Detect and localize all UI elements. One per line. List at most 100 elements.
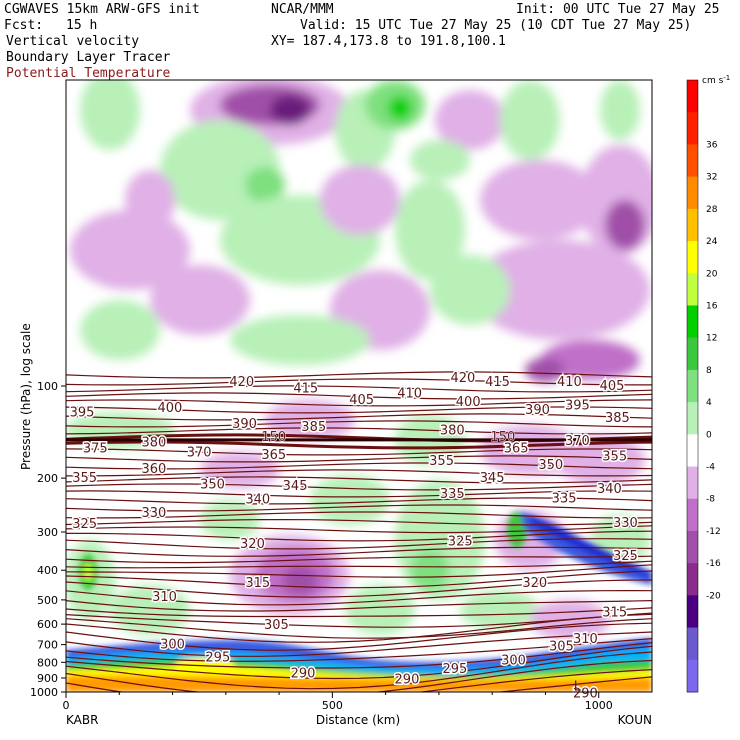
theta-label: 315 [602, 606, 627, 621]
init-time: Init: 00 UTC Tue 27 May 25 [516, 2, 720, 17]
theta-contour-line [66, 371, 652, 379]
theta-label: 335 [440, 487, 465, 502]
theta-label: 320 [240, 537, 265, 552]
x-tick-label: 500 [322, 699, 343, 712]
y-tick-label: 400 [37, 564, 58, 577]
y-tick-label: 600 [37, 618, 58, 631]
theta-contour-line [66, 413, 652, 421]
theta-label: 385 [605, 411, 630, 426]
y-tick-label: 100 [37, 380, 58, 393]
theta-contour-line [66, 622, 652, 651]
theta-contour-line [66, 538, 652, 550]
potential-temperature-contours [66, 371, 652, 692]
theta-label: 385 [301, 420, 326, 435]
colorbar-swatch [687, 563, 698, 596]
colorbar-swatch [687, 80, 698, 113]
theta-contour-line [66, 440, 652, 450]
y-tick-label: 500 [37, 594, 58, 607]
theta-label: 390 [232, 417, 257, 432]
theta-contour-line [66, 530, 652, 542]
theta-label: 375 [83, 441, 108, 456]
theta-label: 295 [205, 650, 230, 665]
theta-label: 325 [72, 517, 97, 532]
theta-label: 365 [504, 441, 529, 456]
colorbar-tick-label: 4 [706, 398, 712, 408]
colorbar-tick-label: -8 [706, 495, 715, 505]
org-label: NCAR/MMM [271, 2, 334, 17]
theta-label: 355 [602, 450, 627, 465]
colorbar-swatch [687, 595, 698, 629]
colorbar-tick-label: -16 [706, 559, 721, 569]
theta-contour-line [66, 642, 652, 669]
theta-contour-line [66, 607, 652, 618]
theta-label: 300 [501, 654, 526, 669]
theta-label: 415 [293, 382, 318, 397]
theta-label: 410 [397, 387, 422, 402]
colorbar-tick-label: 24 [706, 237, 718, 247]
colorbar-swatch [687, 530, 698, 564]
theta-contour-line [66, 469, 652, 477]
theta-contour-line [66, 448, 652, 456]
theta-contour-line [66, 490, 652, 498]
colorbar-tick-label: -20 [706, 591, 721, 601]
colorbar-swatch [687, 402, 698, 435]
colorbar-swatch [687, 659, 698, 693]
theta-label: 345 [480, 471, 505, 486]
theta-contour-line [66, 638, 652, 662]
theta-label: 370 [565, 434, 590, 449]
y-tick-label: 900 [37, 672, 58, 685]
theta-label: 310 [573, 632, 598, 647]
theta-label: 320 [522, 576, 547, 591]
theta-label: 345 [283, 479, 308, 494]
y-tick-label: 200 [37, 472, 58, 485]
theta-contour-line [66, 613, 652, 643]
x-tick-label: 0 [63, 699, 70, 712]
field-vertical-velocity: Vertical velocity [6, 34, 140, 49]
colorbar-tick-label: 12 [706, 334, 717, 344]
theta-contour-line [66, 600, 652, 612]
y-tick-label: 1000 [30, 686, 58, 699]
theta-contour-line [66, 476, 652, 484]
theta-label: 340 [597, 482, 622, 497]
theta-label: 335 [552, 491, 577, 506]
theta-label: 370 [187, 446, 212, 461]
theta-contour-line [66, 511, 652, 519]
colorbar: 36 32 28 24 20 16 12 8 4 0 -4 -8 -12 -16 -20 [686, 79, 721, 693]
y-tick-label: 300 [37, 526, 58, 539]
theta-label: 330 [613, 516, 638, 531]
y-tick-label: 700 [37, 639, 58, 652]
colorbar-swatch [687, 369, 698, 403]
theta-contour-line [66, 525, 652, 534]
theta-label: 420 [229, 375, 254, 390]
colorbar-tick-label: 36 [706, 140, 718, 150]
theta-contour-line [66, 420, 652, 428]
theta-contour-line [66, 497, 652, 505]
colorbar-swatch [687, 144, 698, 178]
theta-label: 395 [565, 399, 590, 414]
y-axis-label: Pressure (hPa), log scale [19, 323, 33, 470]
theta-label: 415 [485, 375, 510, 390]
colorbar-swatch [687, 337, 698, 371]
theta-label: 420 [450, 371, 475, 386]
theta-label: 380 [141, 436, 166, 451]
theta-label: 405 [600, 379, 625, 394]
theta-contour-line [66, 546, 652, 557]
theta-contour-line [66, 427, 652, 435]
theta-contour-line [66, 589, 652, 606]
y-tick-label: 800 [37, 656, 58, 669]
forecast-label: Fcst: [4, 18, 44, 33]
theta-label: 400 [456, 395, 481, 410]
colorbar-swatch [687, 273, 698, 306]
forecast-hour: 15 h [66, 18, 98, 33]
vertical-velocity-field [66, 80, 652, 692]
model-title: CGWAVES 15km ARW-GFS init [4, 2, 200, 17]
colorbar-tick-label: 0 [706, 430, 712, 440]
colorbar-frame [686, 79, 699, 693]
colorbar-swatch [687, 241, 698, 274]
theta-label: 410 [557, 375, 582, 390]
colorbar-swatch [687, 112, 698, 145]
theta-contour-line [66, 651, 652, 690]
field-potential-temperature: Potential Temperature [6, 66, 171, 81]
theta-contour-line [66, 659, 652, 692]
theta-contour-line [66, 378, 652, 386]
